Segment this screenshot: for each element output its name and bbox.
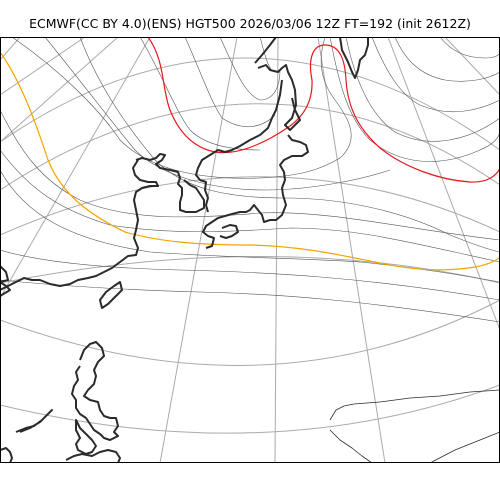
longitude-line	[317, 37, 386, 463]
coastline-borneo	[15, 409, 53, 433]
coastline-philippines	[71, 341, 119, 441]
contour-line-orange	[0, 51, 500, 271]
coastline-okhotsk	[195, 79, 283, 213]
coastline-far-east	[254, 37, 301, 131]
height-contour	[371, 37, 500, 113]
height-contour	[0, 149, 500, 263]
coastline-china	[0, 159, 159, 291]
coastline-alaska-tip	[339, 37, 369, 79]
coastline-mindanao	[65, 449, 121, 463]
latitude-line	[0, 384, 500, 434]
latitude-line	[0, 57, 500, 151]
coastline-taiwan	[99, 281, 123, 309]
height-contour	[139, 37, 261, 151]
map-panel	[0, 37, 500, 463]
height-contour	[0, 249, 500, 301]
height-contour	[0, 279, 500, 323]
height-contour	[79, 37, 500, 253]
coastline-sakhalin	[219, 224, 239, 239]
latitude-lines	[0, 57, 500, 434]
longitude-line	[159, 37, 238, 463]
height-contour	[0, 169, 500, 283]
coastlines	[0, 37, 500, 463]
longitude-line	[444, 37, 500, 96]
coastline-right-2	[329, 429, 373, 463]
coastline-korea	[135, 153, 205, 213]
height-contour	[44, 37, 391, 191]
coastline-kurils	[202, 134, 309, 249]
height-contour	[11, 37, 352, 179]
height-contour	[184, 37, 276, 127]
height-contour	[439, 37, 500, 59]
map-canvas	[0, 37, 500, 463]
coastline-bottom-left	[0, 447, 13, 463]
height-contour	[0, 109, 500, 241]
latitude-line	[0, 103, 500, 191]
map-title: ECMWF(CC BY 4.0)(ENS) HGT500 2026/03/06 …	[29, 16, 471, 31]
coastline-right	[329, 389, 500, 421]
height-contour	[345, 37, 500, 142]
longitude-line	[387, 37, 500, 331]
coastline-china-south	[0, 265, 11, 297]
longitude-line	[0, 37, 151, 299]
longitude-line	[0, 37, 86, 96]
height-contours	[0, 37, 500, 323]
longitude-line	[0, 37, 119, 143]
coastline-philippines-south	[75, 419, 97, 455]
latitude-line	[0, 256, 500, 284]
coastline-right-3	[429, 431, 500, 463]
height-contour	[394, 37, 500, 82]
height-contour	[329, 37, 500, 162]
height-contour	[219, 37, 281, 101]
latitude-line	[0, 176, 500, 236]
contour-line-red	[147, 37, 500, 183]
latitude-line	[0, 299, 500, 366]
